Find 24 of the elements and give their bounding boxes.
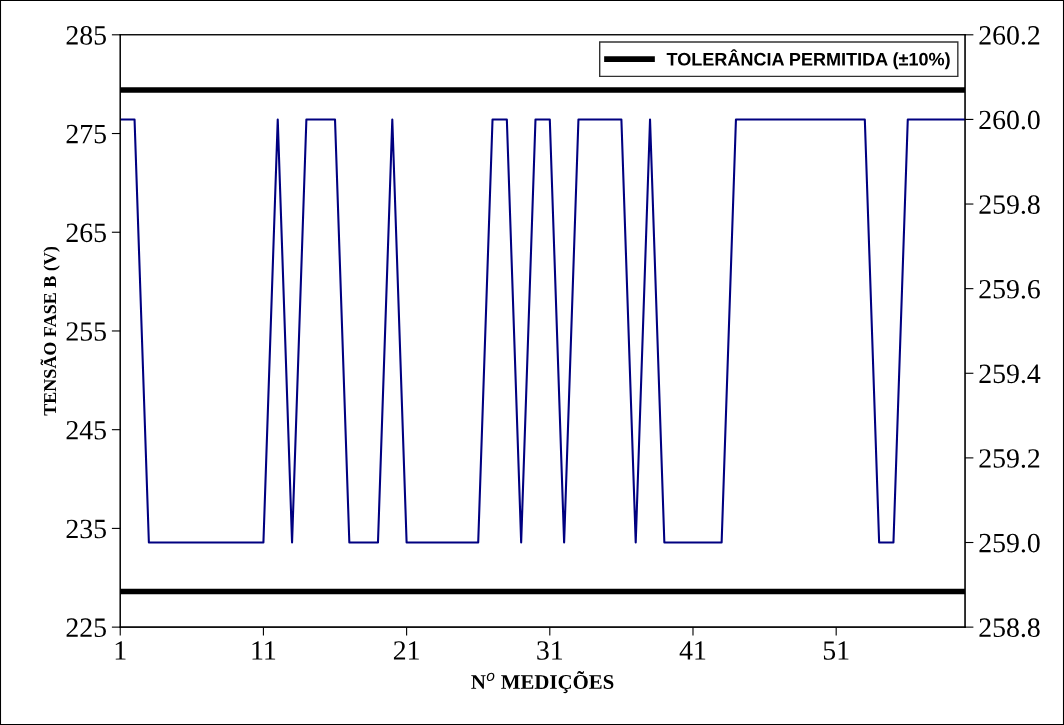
y-tick-label: 285 <box>66 25 106 45</box>
y2-tick-label: 260.0 <box>979 110 1040 130</box>
y-tick-label: 265 <box>66 223 106 243</box>
x-tick-label: 11 <box>252 641 276 660</box>
x-tick-label: 41 <box>679 641 706 660</box>
y-tick-label: 245 <box>66 420 106 440</box>
y2-tick-label: 259.0 <box>979 533 1040 553</box>
x-tick-label: 21 <box>393 641 419 660</box>
y-tick-label: 235 <box>66 519 106 539</box>
x-tick-label: 51 <box>823 641 849 660</box>
legend-label: TOLERÂNCIA PERMITIDA (±10%) <box>666 49 950 70</box>
x-tick-label: 31 <box>537 641 563 660</box>
y2-tick-label: 259.4 <box>979 364 1041 384</box>
y2-tick-label: 259.6 <box>979 279 1040 299</box>
y-axis-title: TENSÃO FASE B (V) <box>40 246 60 416</box>
y2-tick-label: 260.2 <box>979 25 1040 45</box>
y2-tick-label: 258.8 <box>979 618 1040 638</box>
y-tick-label: 225 <box>66 618 106 638</box>
y2-tick-label: 259.8 <box>979 195 1040 215</box>
y-tick-label: 255 <box>66 322 106 341</box>
x-axis-title: N$^{o}$ MEDIÇÕES <box>471 671 614 694</box>
x-tick-label: 1 <box>115 641 126 660</box>
y-tick-label: 275 <box>66 124 106 144</box>
y2-tick-label: 259.2 <box>979 449 1040 468</box>
